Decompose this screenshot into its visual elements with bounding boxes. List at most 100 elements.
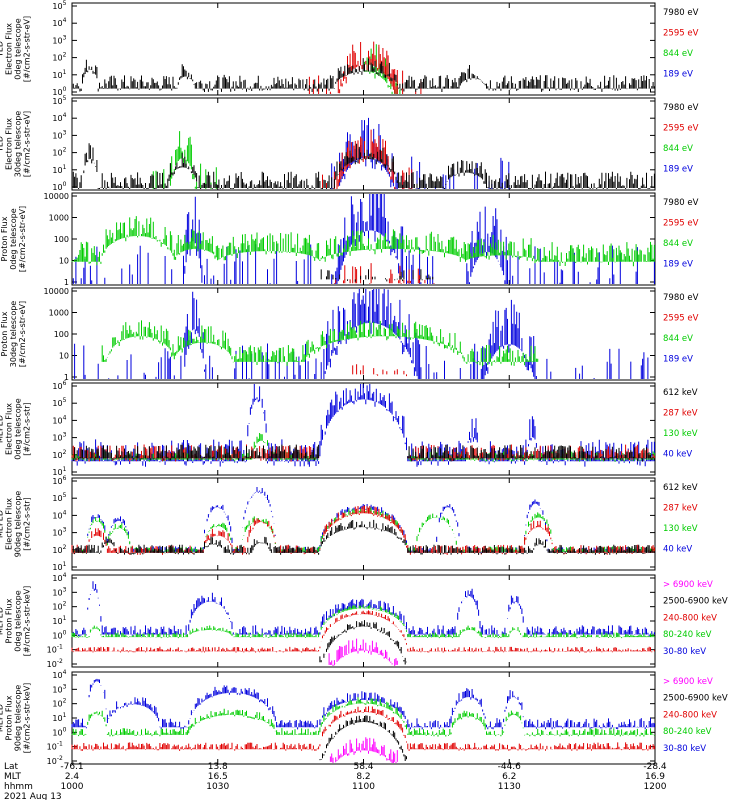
legend-entry: 30-80 keV — [663, 744, 706, 754]
orbit-tick-mlt: 16.9 — [645, 772, 665, 782]
y-tick-label: 101 — [52, 69, 66, 80]
panel-4: 1 10 100 1000 10000 Proton Flux30deg telescop… — [0, 287, 699, 382]
y-axis-label: Proton Flux0deg telescope[#/cm2-s-str-eV… — [0, 206, 27, 272]
y-tick-label: 101 — [52, 466, 66, 477]
y-tick-label: 101 — [52, 164, 66, 175]
legend-entry: 7980 eV — [663, 103, 699, 113]
legend-entry: 612 keV — [663, 483, 698, 493]
y-axis-label: MEPEDElectron Flux90deg telescope[#/cm2-… — [0, 491, 32, 558]
y-tick-label: 106 — [52, 475, 66, 486]
series-trace-7980-ev — [71, 143, 655, 189]
y-tick-label: 105 — [52, 397, 66, 408]
y-tick-label: 10-2 — [47, 658, 63, 669]
legend-entry: 7980 eV — [663, 198, 699, 208]
series-trace-2595-ev — [333, 263, 435, 284]
legend-entry: 189 eV — [663, 69, 693, 79]
orbit-tick-mlt: 2.4 — [65, 772, 80, 782]
y-tick-label: 10-1 — [47, 644, 63, 655]
series-trace-7980-ev — [320, 269, 434, 282]
series-trace-240-800-kev — [71, 706, 655, 751]
y-tick-label: 105 — [52, 0, 66, 11]
panel-3: 1 10 100 1000 10000 Proton Flux0deg telescope… — [0, 192, 699, 287]
y-tick-label: 102 — [52, 698, 66, 709]
y-tick-label: 102 — [52, 147, 66, 158]
y-tick-label: 102 — [52, 52, 66, 63]
y-tick-label: 100 — [52, 86, 66, 97]
series-trace-612-kev — [71, 444, 655, 462]
orbit-tick-hhmm: 1030 — [206, 782, 229, 792]
series-trace-287-kev — [71, 444, 655, 462]
y-axis-label: Proton Flux30deg telescope[#/cm2-s-str-e… — [0, 301, 27, 368]
legend-entry: 130 keV — [663, 524, 698, 534]
orbit-tick-hhmm: 1100 — [352, 782, 375, 792]
y-tick-label: 103 — [52, 34, 66, 45]
series-trace-287-kev — [71, 505, 655, 555]
legend-entry: 287 keV — [663, 408, 698, 418]
y-tick-label: 10-2 — [47, 755, 63, 766]
panel-6: 101 102 103 104 105 106 MEPEDElectron Flux90de… — [0, 475, 698, 572]
legend-entry: 2500-6900 keV — [663, 694, 728, 704]
legend-entry: 2595 eV — [663, 313, 699, 323]
y-tick-label: 104 — [52, 572, 66, 583]
y-tick-label: 101 — [52, 561, 66, 572]
y-tick-label: 104 — [52, 17, 66, 28]
y-tick-label: 102 — [52, 544, 66, 555]
y-tick-label: 103 — [52, 129, 66, 140]
legend-entry: 844 eV — [663, 239, 693, 249]
panel-frame — [71, 574, 656, 668]
y-axis-label: MEPEDProton Flux0deg telescope[#/cm2-s-s… — [0, 586, 32, 657]
y-axis-label: TEDElectron Flux30deg telescope[#/cm2-s-… — [0, 111, 32, 178]
legend-entry: 844 eV — [663, 49, 693, 59]
y-tick-label: 101 — [52, 615, 66, 626]
legend-entry: 130 keV — [663, 429, 698, 439]
hhmm-row-label: hhmm — [4, 782, 33, 792]
legend-entry: 189 eV — [663, 354, 693, 364]
y-tick-label: 10 — [59, 257, 69, 266]
legend-entry: 7980 eV — [663, 8, 699, 18]
orbit-tick-mlt: 6.2 — [502, 772, 516, 782]
series-trace-2595-ev — [308, 41, 422, 94]
panel-8: 10-2 10-1 100 101 102 103 104 MEPEDProton Flux9… — [0, 669, 728, 766]
series-trace-2595-ev — [352, 364, 407, 377]
panel-1: 100 101 102 103 104 105 TEDElectron Flux0deg t… — [0, 0, 699, 97]
y-tick-label: 10 — [59, 352, 69, 361]
series-trace--6900-kev — [328, 638, 398, 666]
series-trace--6900-kev — [329, 737, 398, 763]
y-tick-label: 104 — [52, 414, 66, 425]
y-tick-label: 10-1 — [47, 741, 63, 752]
y-tick-label: 103 — [52, 683, 66, 694]
y-tick-label: 103 — [52, 527, 66, 538]
legend-entry: 240-800 keV — [663, 613, 717, 623]
y-tick-label: 104 — [52, 669, 66, 680]
orbit-tick-mlt: 8.2 — [356, 772, 370, 782]
series-trace-240-800-kev — [71, 610, 655, 653]
date-label: 2021 Aug 13 — [4, 792, 62, 800]
legend-entry: 2595 eV — [663, 123, 699, 133]
legend-entry: > 6900 keV — [663, 580, 713, 590]
y-tick-label: 100 — [52, 726, 66, 737]
y-axis-label: TEDElectron Flux0deg telescope[#/cm2-s-s… — [0, 16, 32, 82]
y-tick-label: 1000 — [49, 309, 69, 318]
series-trace-40-kev — [71, 384, 655, 467]
orbit-tick-hhmm: 1130 — [498, 782, 521, 792]
y-tick-label: 1 — [64, 373, 69, 382]
series-trace-40-kev — [71, 487, 655, 554]
orbit-tick-lat: -44.6 — [498, 762, 522, 772]
legend-entry: 287 keV — [663, 503, 698, 513]
series-trace-844-ev — [101, 320, 539, 367]
y-axis-label: MEPEDElectron Flux0deg telescope[#/cm2-s… — [0, 398, 32, 459]
legend-entry: 80-240 keV — [663, 727, 712, 737]
panel-frame — [71, 2, 656, 96]
y-tick-label: 105 — [52, 95, 66, 106]
series-trace-30-80-kev — [71, 581, 655, 637]
series-trace-7980-ev — [71, 58, 655, 92]
series-trace-844-ev — [152, 131, 217, 189]
legend-entry: 2595 eV — [663, 218, 699, 228]
legend-entry: 40 keV — [663, 544, 692, 554]
legend-entry: 80-240 keV — [663, 630, 712, 640]
series-trace-612-kev — [71, 519, 655, 555]
y-tick-label: 100 — [52, 181, 66, 192]
orbit-tick-hhmm: 1000 — [61, 782, 84, 792]
